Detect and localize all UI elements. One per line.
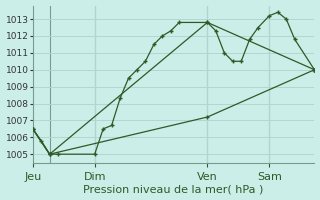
X-axis label: Pression niveau de la mer( hPa ): Pression niveau de la mer( hPa ) (84, 184, 264, 194)
